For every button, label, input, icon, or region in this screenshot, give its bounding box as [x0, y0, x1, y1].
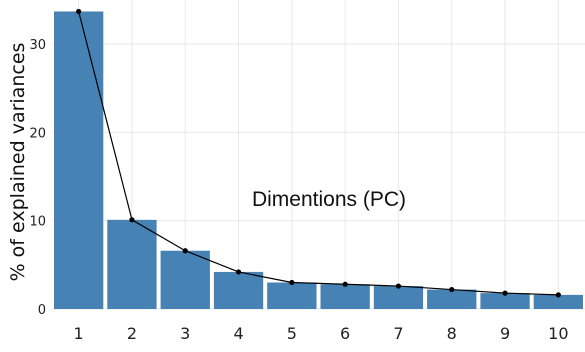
y-tick-labels: 0 10 20 30 [29, 38, 46, 318]
data-point [182, 248, 188, 254]
y-axis-label: % of explained variances [7, 43, 29, 282]
y-tick-label: 0 [38, 303, 46, 318]
x-tick-label: 2 [127, 324, 137, 343]
trend-points [76, 8, 561, 298]
bar [54, 11, 104, 309]
x-tick-labels: 1 2 3 4 5 6 7 8 9 10 [74, 324, 569, 343]
y-tick-label: 30 [29, 38, 46, 53]
x-tick-label: 7 [393, 324, 403, 343]
data-point [395, 283, 402, 289]
bar [107, 219, 157, 309]
trend-line [78, 11, 559, 296]
data-point [235, 269, 242, 275]
y-tick-label: 20 [29, 126, 46, 141]
x-tick-label: 6 [340, 324, 350, 343]
data-point [342, 281, 348, 287]
bars [54, 11, 583, 309]
bar [213, 271, 264, 309]
data-point [76, 8, 82, 15]
bar [533, 294, 583, 309]
data-point [129, 217, 135, 223]
y-tick-label: 10 [29, 215, 46, 230]
data-point [555, 292, 561, 298]
bar [267, 282, 317, 309]
series-line [78, 11, 559, 296]
x-tick-label: 4 [233, 324, 243, 343]
annotation-label: Dimentions (PC) [252, 188, 406, 211]
x-tick-label: 9 [500, 324, 510, 343]
bar [480, 293, 530, 309]
x-tick-label: 8 [447, 324, 457, 343]
x-tick-label: 3 [180, 324, 190, 343]
bar [320, 284, 370, 309]
bar [373, 286, 424, 309]
data-point [449, 286, 455, 293]
data-point [502, 290, 508, 296]
x-tick-label: 5 [287, 324, 297, 343]
grid-lines [52, 0, 585, 310]
x-tick-label: 10 [548, 324, 568, 343]
x-tick-label: 1 [74, 324, 84, 343]
bar [160, 250, 210, 309]
data-point [289, 279, 295, 286]
bar [427, 289, 477, 309]
